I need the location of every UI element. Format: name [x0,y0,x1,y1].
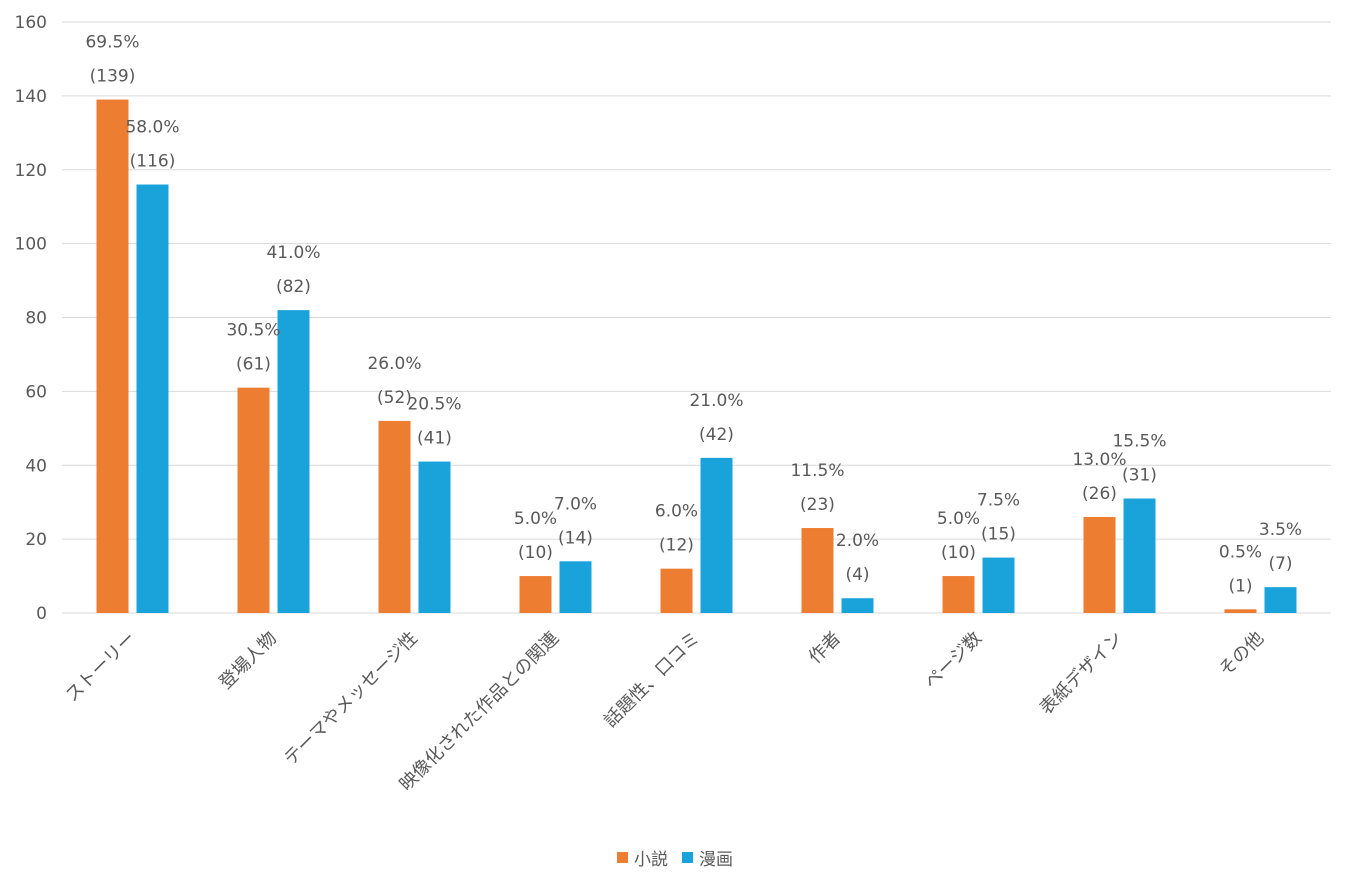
legend-item-novel: 小説 [617,845,668,870]
x-category-label: ページ数 [921,628,987,694]
bar-novel [1083,516,1116,613]
legend-item-manga: 漫画 [682,845,733,870]
data-label-percent: 20.5% [407,395,461,415]
bar-novel [96,99,129,614]
y-tick-label: 120 [15,161,47,181]
legend-label-novel: 小説 [634,850,668,870]
data-label-count: (116) [130,152,176,172]
data-label-count: (23) [800,495,835,515]
data-label-percent: 30.5% [226,321,280,341]
x-category-label: 登場人物 [215,628,281,694]
bar-manga [700,457,733,613]
data-label-count: (15) [981,525,1016,545]
bar-novel [1224,609,1257,613]
data-label-percent: 6.0% [655,502,698,522]
data-label-percent: 0.5% [1219,542,1262,562]
y-tick-label: 40 [25,456,47,476]
data-label-count: (42) [699,425,734,445]
data-label-percent: 13.0% [1072,450,1126,470]
y-tick-label: 0 [36,604,47,624]
y-tick-label: 160 [15,13,47,33]
x-category-label: その他 [1215,628,1268,681]
bar-manga [277,310,310,613]
data-label-percent: 7.0% [554,494,597,514]
bar-novel [237,387,270,613]
data-label-count: (14) [558,528,593,548]
bar-novel [378,420,411,613]
data-label-count: (4) [845,565,869,585]
x-category-label: 映像化された作品との関連 [396,628,563,795]
bar-novel [801,528,834,613]
data-label-count: (139) [90,67,136,87]
y-tick-label: 100 [15,235,47,255]
data-label-percent: 21.0% [689,391,743,411]
data-label-percent: 11.5% [790,461,844,481]
y-tick-label: 60 [25,382,47,402]
data-label-count: (12) [659,536,694,556]
data-label-count: (82) [276,277,311,297]
data-label-count: (7) [1268,554,1292,574]
bar-novel [942,576,975,613]
legend-swatch-manga [682,852,693,863]
x-category-label: 表紙デザイン [1036,628,1127,719]
bar-chart-plot: 0 20 40 60 80 100 120 140 160 69.5% (139) 30.5% (61… [15,13,1331,795]
bar-manga [1264,587,1297,613]
x-category-label: ストーリー [62,628,140,706]
data-label-percent: 41.0% [266,243,320,263]
bar-manga [982,557,1015,613]
legend-label-manga: 漫画 [699,850,733,870]
bar-manga [559,561,592,613]
x-category-label: 話題性、口コミ [600,628,704,732]
x-category-label: テーマやメッセージ性 [280,628,422,770]
data-label-count: (10) [518,543,553,563]
y-tick-label: 140 [15,87,47,107]
data-label-percent: 2.0% [836,531,879,551]
data-label-count: (10) [941,543,976,563]
data-label-percent: 5.0% [514,509,557,529]
data-label-count: (61) [236,355,271,375]
data-label-count: (1) [1228,576,1252,596]
data-label-percent: 26.0% [367,354,421,374]
bar-manga [841,598,874,613]
bar-manga [136,184,169,613]
y-tick-label: 20 [25,530,47,550]
legend-swatch-novel [617,852,628,863]
legend: 小説 漫画 [0,845,1350,870]
data-label-percent: 15.5% [1112,431,1166,451]
data-label-count: (31) [1122,465,1157,485]
x-category-label: 作者 [805,628,845,668]
data-label-count: (52) [377,388,412,408]
bar-manga [1123,498,1156,613]
data-label-count: (41) [417,429,452,449]
y-tick-label: 80 [25,309,47,329]
bar-novel [519,576,552,613]
data-label-percent: 5.0% [937,509,980,529]
data-label-count: (26) [1082,484,1117,504]
data-label-percent: 58.0% [125,118,179,138]
bar-manga [418,461,451,613]
data-label-percent: 69.5% [85,33,139,53]
data-label-percent: 7.5% [977,491,1020,511]
data-label-percent: 3.5% [1259,520,1302,540]
bar-novel [660,568,693,613]
